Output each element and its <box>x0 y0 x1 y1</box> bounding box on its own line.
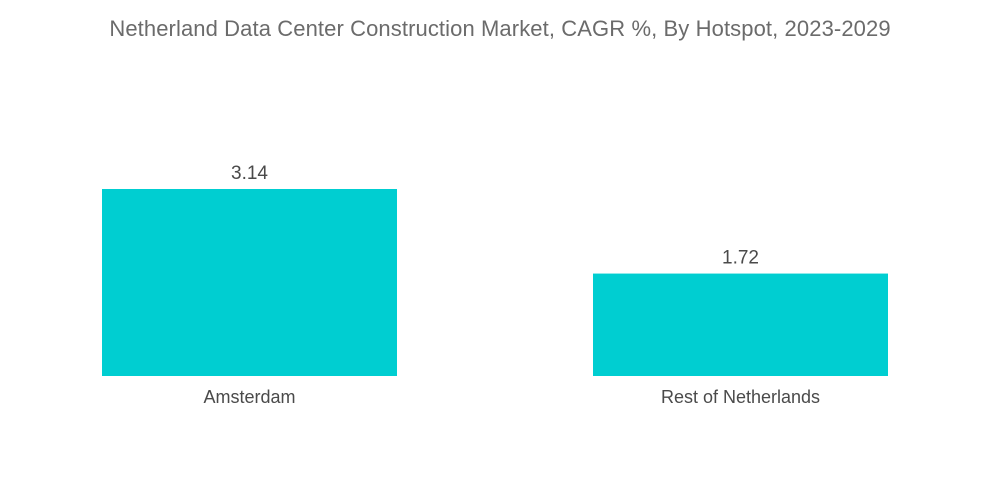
chart-title: Netherland Data Center Construction Mark… <box>109 16 891 41</box>
category-label-amsterdam: Amsterdam <box>203 387 295 407</box>
bar-rest-of-netherlands <box>593 273 888 376</box>
bar-amsterdam <box>102 189 397 376</box>
value-label-rest-of-netherlands: 1.72 <box>722 248 759 269</box>
value-label-amsterdam: 3.14 <box>231 163 268 184</box>
category-label-rest-of-netherlands: Rest of Netherlands <box>661 387 820 407</box>
